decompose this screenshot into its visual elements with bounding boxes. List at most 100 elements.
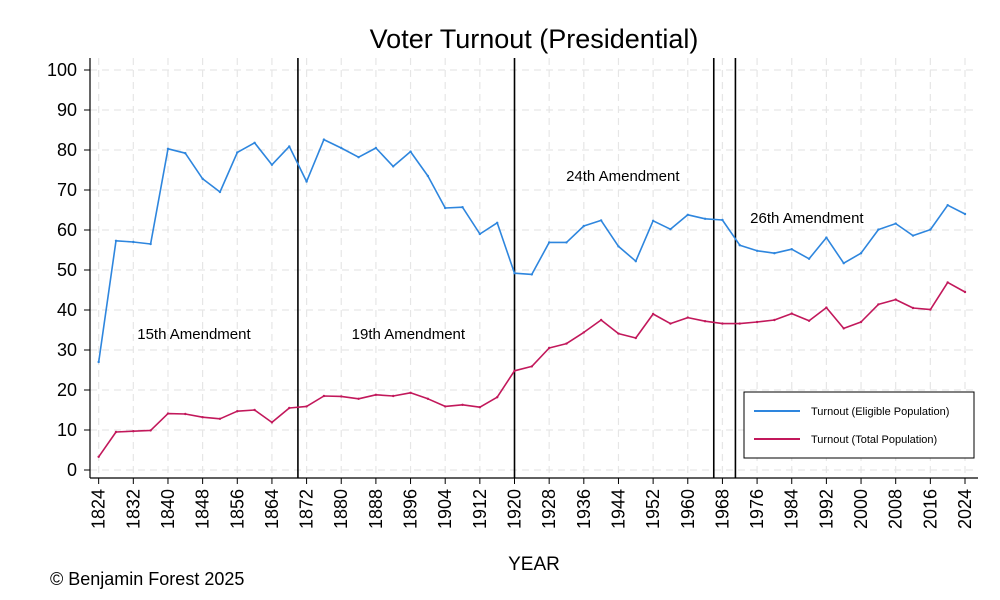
point-eligible [461,206,464,209]
point-total [599,318,603,322]
point-eligible [97,360,100,364]
point-eligible [270,163,274,166]
x-tick-label: 1936 [574,489,594,529]
point-total [184,412,187,416]
point-eligible [703,217,707,220]
x-tick-label: 1848 [193,489,213,529]
chart-title: Voter Turnout (Presidential) [370,24,699,54]
x-tick-label: 1976 [747,489,767,529]
point-total [253,408,256,412]
point-total [582,331,586,334]
point-eligible [444,206,447,210]
point-eligible [929,228,932,231]
legend-label-total: Turnout (Total Population) [811,434,937,446]
point-total [132,430,135,433]
point-eligible [859,252,863,255]
point-eligible [721,218,724,222]
point-eligible [651,219,655,222]
x-tick-label: 1928 [539,489,559,529]
y-tick-label: 100 [47,60,77,80]
point-total [963,290,967,294]
point-total [721,322,724,325]
point-total [547,346,551,350]
x-tick-label: 1840 [158,489,178,529]
point-eligible [547,241,551,244]
point-eligible [149,242,152,246]
point-eligible [166,147,170,150]
x-tick-label: 1944 [608,489,628,529]
point-total [946,281,949,284]
point-total [651,312,655,316]
point-eligible [599,219,603,222]
point-total [236,410,239,413]
point-eligible [963,212,967,216]
point-total [807,319,811,322]
point-total [114,430,118,434]
y-tick-label: 40 [57,300,77,320]
point-total [565,342,568,345]
point-total [634,336,637,340]
y-tick-label: 30 [57,340,77,360]
x-tick-label: 1920 [505,489,525,529]
y-tick-label: 90 [57,100,77,120]
y-tick-label: 60 [57,220,77,240]
point-total [617,332,620,335]
point-total [686,316,689,319]
point-total [894,298,897,301]
x-tick-label: 1896 [401,489,421,529]
point-eligible [617,245,620,248]
gridlines [90,58,978,478]
x-tick-label: 2024 [955,489,975,529]
y-tick-label: 0 [67,460,77,480]
point-total [738,322,741,325]
amendment-label: 24th Amendment [566,168,680,185]
point-total [97,455,100,458]
point-eligible [114,239,118,242]
point-eligible [825,236,828,239]
point-eligible [288,145,291,148]
point-total [530,365,534,368]
annotations: 15th Amendment 19th Amendment 24th Amendme… [137,168,864,343]
point-eligible [236,151,239,154]
point-total [495,396,499,399]
point-total [392,394,395,398]
x-tick-label: 1832 [123,489,143,529]
amendment-label: 26th Amendment [750,210,864,227]
point-eligible [894,222,897,225]
point-eligible [426,174,430,178]
legend: Turnout (Eligible Population) Turnout (T… [743,391,975,459]
x-tick-label: 1912 [470,489,490,529]
point-total [166,412,170,415]
point-total [877,303,880,306]
x-axis-ticks: 1824 1832 1840 1848 1856 1864 1872 1880 1888 1896… [89,478,975,529]
legend-box [743,391,975,459]
point-total [201,416,204,419]
point-total [305,405,308,408]
x-tick-label: 1856 [227,489,247,529]
point-eligible [530,273,534,276]
point-total [409,391,412,394]
point-total [288,406,291,410]
y-tick-label: 10 [57,420,77,440]
point-eligible [755,249,759,252]
y-tick-label: 80 [57,140,77,160]
point-eligible [582,224,586,228]
point-eligible [392,165,395,168]
credit-text: © Benjamin Forest 2025 [50,569,244,589]
point-total [859,320,863,324]
amendment-label: 19th Amendment [352,326,466,343]
point-total [340,395,343,398]
point-total [513,369,516,372]
point-eligible [790,248,793,251]
y-tick-label: 50 [57,260,77,280]
legend-label-eligible: Turnout (Eligible Population) [811,406,949,418]
point-eligible [842,262,845,265]
point-total [322,394,326,398]
x-tick-label: 1960 [678,489,698,529]
x-axis-label: YEAR [508,554,560,575]
x-tick-label: 1824 [89,489,109,529]
point-eligible [478,232,482,236]
point-eligible [357,156,360,159]
amendment-label: 15th Amendment [137,326,251,343]
